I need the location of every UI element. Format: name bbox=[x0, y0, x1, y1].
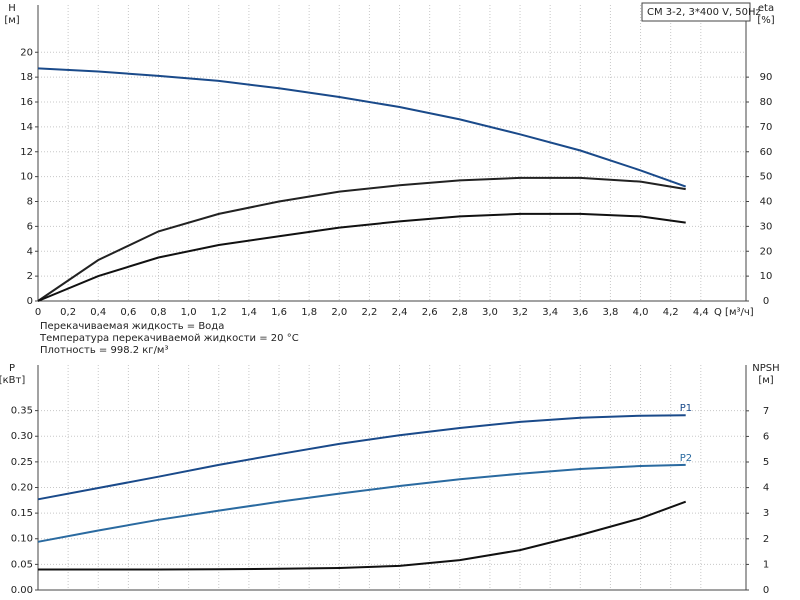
x-tick-label: 1,6 bbox=[271, 307, 287, 318]
x-tick-label: 4,4 bbox=[693, 307, 709, 318]
y2-axis-unit: [м] bbox=[758, 375, 773, 386]
y2-axis-unit: [%] bbox=[757, 15, 774, 26]
y2-tick-label: 1 bbox=[763, 559, 769, 570]
y2-tick-label: 5 bbox=[763, 457, 769, 468]
y2-tick-label: 10 bbox=[760, 271, 773, 282]
x-tick-label: 1,2 bbox=[211, 307, 227, 318]
y-axis-unit: [м] bbox=[4, 15, 19, 26]
y-tick-label: 18 bbox=[20, 72, 33, 83]
x-tick-label: 3,8 bbox=[602, 307, 618, 318]
x-tick-label: 2,2 bbox=[361, 307, 377, 318]
curve bbox=[37, 463, 686, 543]
x-tick-label: 2,4 bbox=[392, 307, 408, 318]
curve bbox=[37, 176, 686, 302]
y2-tick-label: 70 bbox=[760, 122, 773, 133]
x-tick-label: 3,4 bbox=[542, 307, 558, 318]
y-tick-label: 6 bbox=[27, 221, 33, 232]
series-label: P1 bbox=[680, 403, 692, 414]
y2-tick-label: 0 bbox=[763, 296, 769, 307]
y2-tick-label: 50 bbox=[760, 172, 773, 183]
y-tick-label: 0.30 bbox=[11, 431, 33, 442]
x-tick-label: 0,6 bbox=[120, 307, 136, 318]
y-tick-label: 0.15 bbox=[11, 508, 33, 519]
y-tick-label: 0.25 bbox=[11, 457, 33, 468]
x-tick-label: 2,8 bbox=[452, 307, 468, 318]
annotation: Плотность = 998.2 кг/м³ bbox=[40, 345, 169, 356]
y2-tick-label: 4 bbox=[763, 483, 769, 494]
y-tick-label: 0.20 bbox=[11, 482, 33, 493]
y-tick-label: 0.00 bbox=[11, 585, 33, 596]
x-tick-label: 4,0 bbox=[633, 307, 649, 318]
x-tick-label: 3,0 bbox=[482, 307, 498, 318]
y2-tick-label: 30 bbox=[760, 221, 773, 232]
y-tick-label: 14 bbox=[20, 122, 33, 133]
y2-tick-label: 7 bbox=[763, 406, 769, 417]
y-tick-label: 0.05 bbox=[11, 559, 33, 570]
x-axis-label: Q [м³/ч] bbox=[714, 307, 754, 318]
y-tick-label: 2 bbox=[27, 271, 33, 282]
y2-tick-label: 80 bbox=[760, 97, 773, 108]
y2-axis-label: NPSH bbox=[752, 363, 779, 374]
y-tick-label: 4 bbox=[27, 246, 33, 257]
series-label: P2 bbox=[680, 453, 692, 464]
curve bbox=[37, 212, 686, 302]
y2-tick-label: 0 bbox=[763, 585, 769, 596]
y2-tick-label: 40 bbox=[760, 197, 773, 208]
y-axis-label: P bbox=[9, 363, 15, 374]
x-tick-label: 3,2 bbox=[512, 307, 528, 318]
x-tick-label: 4,2 bbox=[663, 307, 679, 318]
y2-tick-label: 2 bbox=[763, 534, 769, 545]
x-tick-label: 0 bbox=[35, 307, 41, 318]
curve bbox=[37, 414, 686, 501]
y-tick-label: 8 bbox=[27, 197, 33, 208]
x-tick-label: 2,0 bbox=[331, 307, 347, 318]
y-tick-label: 0 bbox=[27, 296, 33, 307]
y-tick-label: 16 bbox=[20, 97, 33, 108]
annotation: Температура перекачиваемой жидкости = 20… bbox=[39, 333, 299, 344]
y-axis-label: H bbox=[8, 3, 16, 14]
annotation: Перекачиваемая жидкость = Вода bbox=[40, 321, 224, 332]
chart-title: CM 3-2, 3*400 V, 50Hz bbox=[647, 7, 761, 18]
y2-axis-label: eta bbox=[758, 3, 774, 14]
y-tick-label: 0.10 bbox=[11, 534, 33, 545]
y2-tick-label: 6 bbox=[763, 431, 769, 442]
y-tick-label: 12 bbox=[20, 147, 33, 158]
y-tick-label: 0.35 bbox=[11, 406, 33, 417]
x-tick-label: 2,6 bbox=[422, 307, 438, 318]
x-tick-label: 1,8 bbox=[301, 307, 317, 318]
curve bbox=[38, 500, 687, 571]
y2-tick-label: 90 bbox=[760, 72, 773, 83]
y-tick-label: 20 bbox=[20, 47, 33, 58]
title-box bbox=[641, 2, 751, 22]
x-tick-label: 3,6 bbox=[572, 307, 588, 318]
curve bbox=[37, 67, 687, 188]
x-tick-label: 1,0 bbox=[181, 307, 197, 318]
x-tick-label: 0,2 bbox=[60, 307, 76, 318]
x-tick-label: 0,4 bbox=[90, 307, 106, 318]
x-tick-label: 0,8 bbox=[151, 307, 167, 318]
y-tick-label: 10 bbox=[20, 172, 33, 183]
y-axis-unit: [кВт] bbox=[0, 375, 25, 386]
y2-tick-label: 20 bbox=[760, 246, 773, 257]
y2-tick-label: 3 bbox=[763, 508, 769, 519]
x-tick-label: 1,4 bbox=[241, 307, 257, 318]
y2-tick-label: 60 bbox=[760, 147, 773, 158]
